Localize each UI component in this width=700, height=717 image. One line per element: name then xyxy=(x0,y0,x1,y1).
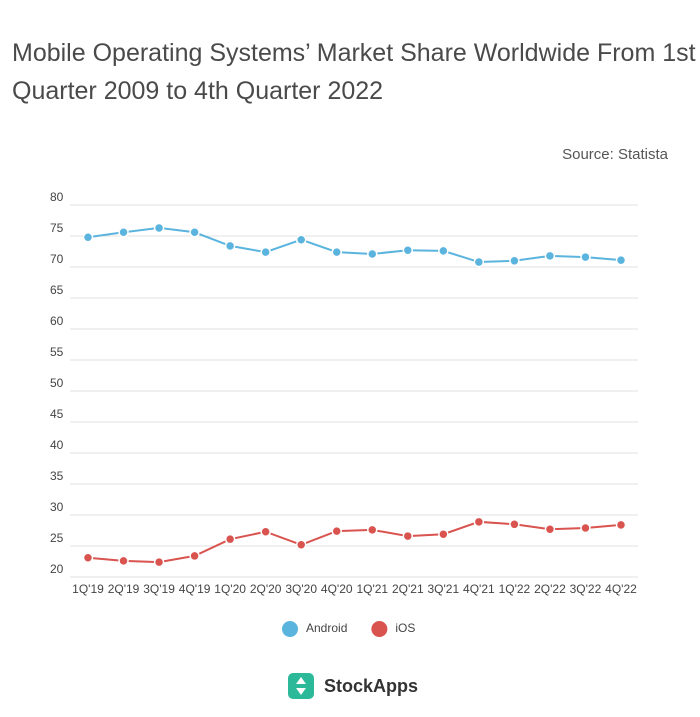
data-point xyxy=(615,519,627,531)
data-point xyxy=(473,256,485,268)
data-point xyxy=(544,524,556,535)
legend-marker xyxy=(371,621,388,637)
data-point xyxy=(295,539,307,551)
data-point xyxy=(509,519,520,530)
data-point xyxy=(331,246,342,258)
y-tick-label: 60 xyxy=(50,314,64,328)
legend-label: iOS xyxy=(395,621,415,635)
y-tick-label: 40 xyxy=(50,438,64,452)
y-tick-label: 55 xyxy=(50,345,64,359)
x-tick-label: 3Q'19 xyxy=(143,582,175,596)
data-point xyxy=(82,231,94,243)
source: Source: Statista xyxy=(562,146,669,163)
data-point xyxy=(260,246,271,258)
y-tick-label: 70 xyxy=(50,252,64,266)
x-tick-label: 4Q'19 xyxy=(179,582,211,596)
data-point xyxy=(260,526,271,537)
data-point xyxy=(402,530,414,542)
x-tick-label: 3Q'21 xyxy=(428,582,460,596)
data-point xyxy=(544,250,556,262)
y-tick-label: 20 xyxy=(50,562,64,576)
legend-marker xyxy=(282,621,298,637)
data-point xyxy=(367,524,378,536)
data-point xyxy=(402,245,414,256)
x-tick-label: 2Q'19 xyxy=(108,582,140,596)
data-point xyxy=(331,525,342,537)
brand-icon-arrows xyxy=(296,677,306,695)
y-tick-label: 35 xyxy=(50,469,64,483)
data-point xyxy=(189,550,200,562)
x-tick-label: 4Q'20 xyxy=(321,582,353,596)
x-tick-label: 1Q'22 xyxy=(499,582,531,596)
data-point xyxy=(189,227,200,238)
brand-icon xyxy=(288,673,314,699)
y-tick-label: 65 xyxy=(50,283,64,297)
data-point xyxy=(82,552,94,564)
y-tick-label: 30 xyxy=(50,500,64,514)
data-point xyxy=(224,240,236,252)
data-point xyxy=(367,248,378,260)
y-tick-label: 45 xyxy=(50,407,64,421)
data-point xyxy=(580,251,591,263)
x-tick-label: 2Q'20 xyxy=(250,582,282,596)
series-line xyxy=(87,226,622,264)
x-tick-label: 1Q'21 xyxy=(356,582,388,596)
x-tick-label: 2Q'21 xyxy=(392,582,424,596)
brand-name: StockApps xyxy=(324,676,418,696)
data-point xyxy=(118,555,129,567)
data-point xyxy=(615,254,627,266)
data-point xyxy=(473,516,485,528)
series-line xyxy=(87,520,622,564)
x-tick-label: 2Q'22 xyxy=(534,582,566,596)
x-tick-label: 3Q'20 xyxy=(285,582,317,596)
y-tick-label: 75 xyxy=(50,221,64,235)
data-point xyxy=(224,533,236,545)
y-tick-label: 80 xyxy=(50,190,64,204)
x-tick-label: 1Q'19 xyxy=(72,582,104,596)
data-point xyxy=(153,222,165,234)
y-tick-label: 25 xyxy=(50,531,64,545)
data-point xyxy=(118,227,129,238)
chart-title: Mobile Operating Systems’ Market Share W… xyxy=(12,39,696,105)
x-tick-label: 1Q'20 xyxy=(214,582,246,596)
data-point xyxy=(438,245,449,257)
x-tick-label: 4Q'21 xyxy=(463,582,495,596)
x-tick-label: 4Q'22 xyxy=(605,582,637,596)
data-point xyxy=(153,556,165,568)
legend-label: Android xyxy=(306,621,347,635)
data-point xyxy=(509,255,520,267)
data-point xyxy=(438,528,449,540)
x-tick-label: 3Q'22 xyxy=(570,582,602,596)
data-point xyxy=(580,522,591,534)
data-point xyxy=(295,234,307,245)
y-tick-label: 50 xyxy=(50,376,64,390)
